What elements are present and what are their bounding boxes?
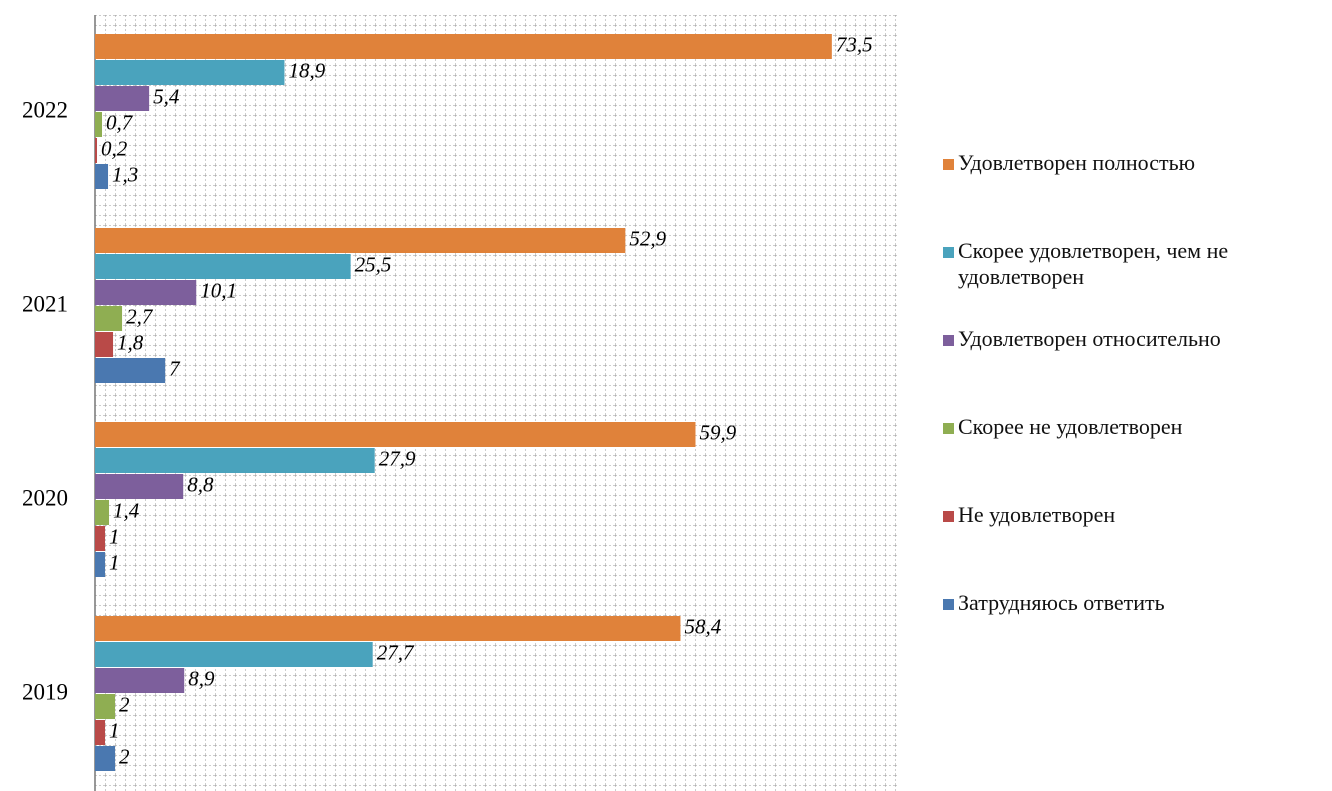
legend-label: Удовлетворен относительно [958, 326, 1221, 351]
value-label: 1 [109, 524, 120, 548]
legend-item: Удовлетворен относительно [943, 326, 1328, 414]
bar [95, 642, 373, 667]
bar [95, 500, 110, 525]
bar [95, 112, 103, 137]
legend-swatch [943, 423, 954, 434]
value-label: 2 [119, 744, 130, 768]
value-label: 8,8 [187, 472, 214, 496]
bar [95, 164, 109, 189]
value-label: 1,3 [112, 162, 138, 186]
legend: Удовлетворен полностью Скорее удовлетворе… [943, 150, 1328, 678]
category-label: 2019 [22, 679, 68, 704]
bar [95, 86, 150, 111]
bar [95, 474, 184, 499]
value-label: 8,9 [188, 666, 215, 690]
legend-swatch [943, 599, 954, 610]
legend-label: Затрудняюсь ответить [958, 590, 1165, 615]
value-label: 10,1 [200, 278, 237, 302]
bar [95, 358, 166, 383]
bar [95, 694, 116, 719]
legend-swatch [943, 511, 954, 522]
bar [95, 332, 114, 357]
legend-item: Скорее не удовлетворен [943, 414, 1328, 502]
bar [95, 526, 106, 551]
bar [95, 34, 832, 59]
legend-item: Удовлетворен полностью [943, 150, 1328, 238]
value-label: 1,4 [113, 498, 140, 522]
bar [95, 552, 106, 577]
value-label: 7 [169, 356, 181, 380]
bar [95, 60, 285, 85]
category-label: 2021 [22, 291, 68, 316]
value-label: 58,4 [684, 614, 721, 638]
category-label: 2020 [22, 485, 68, 510]
value-label: 27,9 [379, 446, 416, 470]
value-label: 5,4 [153, 84, 180, 108]
legend-label: Скорее удовлетворен, чем не удовлетворен [958, 238, 1229, 289]
legend-item: Не удовлетворен [943, 502, 1328, 590]
legend-item: Затрудняюсь ответить [943, 590, 1328, 678]
bar [95, 746, 116, 771]
value-label: 18,9 [288, 58, 325, 82]
grid [95, 15, 897, 791]
bar [95, 138, 98, 163]
value-label: 2 [119, 692, 130, 716]
bar [95, 254, 351, 279]
chart: 202273,518,95,40,70,21,3202152,925,510,1… [22, 15, 897, 791]
bar [95, 448, 375, 473]
value-label: 27,7 [377, 640, 415, 664]
value-label: 0,7 [106, 110, 134, 134]
value-label: 1 [109, 718, 120, 742]
legend-label: Не удовлетворен [958, 502, 1116, 527]
bar [95, 720, 106, 745]
bar [95, 228, 626, 253]
bar [95, 422, 696, 447]
value-label: 0,2 [101, 136, 128, 160]
legend-swatch [943, 247, 954, 258]
legend-swatch [943, 335, 954, 346]
value-label: 59,9 [699, 420, 736, 444]
legend-label: Скорее не удовлетворен [958, 414, 1183, 439]
bar [95, 616, 681, 641]
value-label: 25,5 [355, 252, 392, 276]
value-label: 73,5 [836, 32, 873, 56]
value-label: 2,7 [126, 304, 154, 328]
bar [95, 280, 197, 305]
value-label: 1 [109, 550, 120, 574]
legend-item: Скорее удовлетворен, чем не удовлетворен [943, 238, 1328, 326]
bar [95, 306, 123, 331]
bar [95, 668, 185, 693]
legend-swatch [943, 159, 954, 170]
value-label: 52,9 [629, 226, 666, 250]
legend-label: Удовлетворен полностью [958, 150, 1196, 175]
category-label: 2022 [22, 97, 68, 122]
value-label: 1,8 [117, 330, 144, 354]
